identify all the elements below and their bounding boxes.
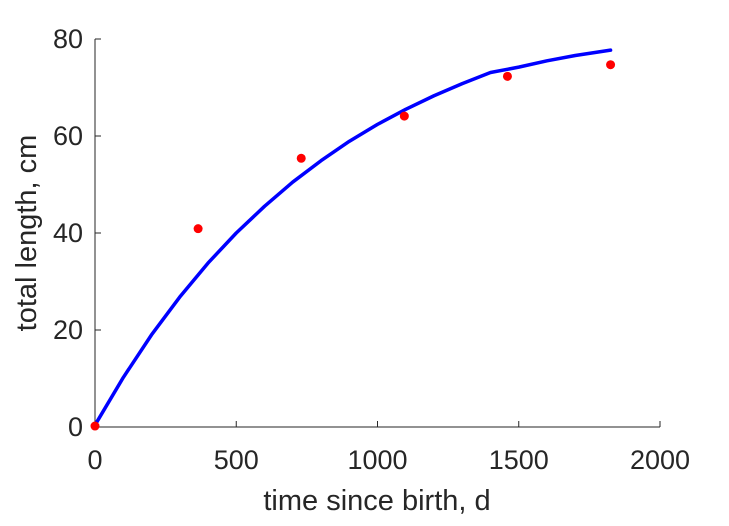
x-tick-label: 0 (87, 445, 102, 475)
y-tick-label: 40 (53, 218, 83, 248)
plot-series (90, 48, 616, 431)
data-point (502, 71, 512, 81)
data-point (90, 421, 100, 431)
data-point (193, 224, 203, 234)
x-tick-label: 1000 (347, 445, 407, 475)
y-tick-label: 60 (53, 121, 83, 151)
y-tick-label: 80 (53, 24, 83, 54)
data-point (296, 153, 306, 163)
x-tick-label: 2000 (630, 445, 690, 475)
data-point (399, 111, 409, 121)
y-tick-label: 0 (68, 412, 83, 442)
y-tick-label: 20 (53, 315, 83, 345)
data-point (606, 60, 616, 70)
fitted-growth-curve (93, 48, 613, 427)
x-tick-label: 500 (214, 445, 259, 475)
x-tick-label: 1500 (489, 445, 549, 475)
y-axis-label: total length, cm (11, 135, 43, 332)
axes: 0 500 1000 1500 2000 0 20 40 60 80 (53, 24, 690, 475)
x-axis-label: time since birth, d (263, 485, 490, 517)
